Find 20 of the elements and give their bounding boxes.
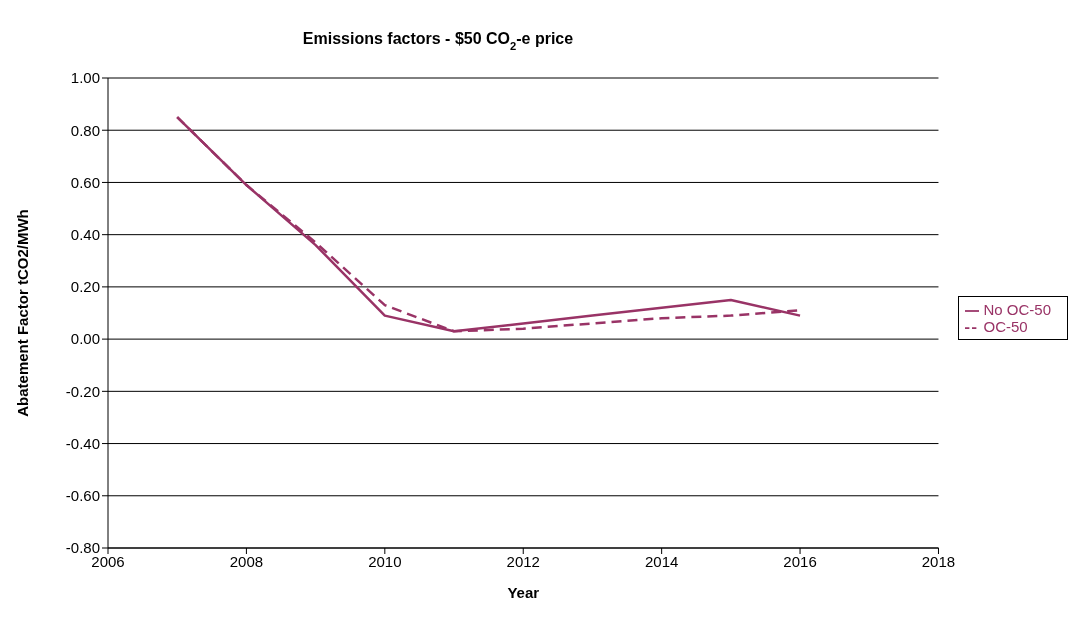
- x-tick-label: 2012: [506, 552, 540, 570]
- chart-title: Emissions factors - $50 CO$_{2}$-e price: [302, 30, 574, 52]
- y-tick-label: 0.20: [70, 278, 100, 296]
- y-axis-title: Abatement Factor tCO2/MWh: [14, 209, 32, 417]
- x-tick-label: 2008: [229, 552, 264, 570]
- legend-label: OC-50: [983, 318, 1028, 335]
- y-tick-label: -0.60: [65, 487, 100, 505]
- legend-label: No OC-50: [983, 300, 1051, 318]
- y-tick-label: -0.40: [65, 434, 100, 452]
- y-tick-label: 0.60: [70, 173, 100, 191]
- y-tick-label: 0.80: [70, 121, 100, 139]
- y-tick-label: 0.00: [70, 330, 100, 348]
- x-tick-label: 2016: [783, 552, 817, 570]
- x-tick-label: 2018: [921, 552, 956, 570]
- x-axis-title: Year: [507, 584, 540, 601]
- y-tick-label: 1.00: [70, 69, 100, 87]
- x-tick-label: 2010: [368, 552, 402, 570]
- x-tick-label: 2014: [644, 552, 679, 570]
- y-tick-label: -0.20: [65, 382, 100, 400]
- y-tick-label: 0.40: [70, 225, 100, 243]
